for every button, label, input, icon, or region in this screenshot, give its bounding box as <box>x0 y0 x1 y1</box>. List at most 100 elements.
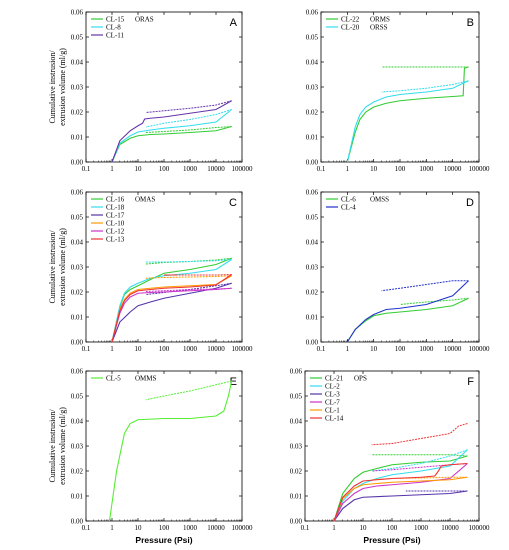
legend-entry: CL-5 <box>106 375 121 383</box>
y-axis-label: Cumulative instrusion/extrusion volume (… <box>48 48 67 126</box>
x-tick-label: 10000 <box>444 165 462 173</box>
legend-entry: CL-8 <box>106 24 121 32</box>
panel-letter: A <box>230 17 238 29</box>
y-tick-label: 0.00 <box>71 518 84 526</box>
series-CL-2-extrusion <box>371 449 468 472</box>
series-CL-8-intrusion <box>111 109 232 163</box>
series-CL-14-extrusion <box>371 423 468 446</box>
series-CL-5-intrusion <box>108 380 233 522</box>
y-tick-label: 0.04 <box>71 239 84 247</box>
x-tick-label: 100000 <box>232 524 254 532</box>
series-CL-18-extrusion <box>145 259 232 263</box>
x-tick-label: 100 <box>395 165 406 173</box>
y-tick-label: 0.00 <box>71 339 84 347</box>
legend-entry: CL-18 <box>106 204 125 212</box>
x-tick-label: 1000 <box>414 524 429 532</box>
x-tick-label: 0.1 <box>82 524 91 532</box>
y-tick-label: 0.02 <box>71 468 84 476</box>
y-tick-label: 0.02 <box>71 289 84 297</box>
y-tick-label: 0.05 <box>71 34 84 42</box>
x-tick-label: 0.1 <box>301 524 310 532</box>
group-label: OMMS <box>135 375 157 383</box>
y-tick-label: 0.01 <box>306 314 319 322</box>
y-tick-label: 0.03 <box>306 84 319 92</box>
y-tick-label: 0.02 <box>71 109 84 117</box>
legend-entry: CL-7 <box>325 399 340 407</box>
y-tick-label: 0.02 <box>306 289 319 297</box>
y-tick-label: 0.04 <box>71 418 84 426</box>
legend-entry: CL-17 <box>106 212 125 220</box>
series-CL-15-intrusion <box>111 125 232 163</box>
x-tick-label: 10000 <box>207 345 225 353</box>
x-tick-label: 10000 <box>207 165 225 173</box>
x-tick-label: 100 <box>159 345 170 353</box>
legend-entry: CL-4 <box>341 204 356 212</box>
group-label: ORAS <box>135 16 154 24</box>
x-tick-label: 100000 <box>469 345 491 353</box>
legend-entry: CL-16 <box>106 196 125 204</box>
series-CL-16-extrusion <box>145 257 232 265</box>
x-tick-label: 1000 <box>183 524 198 532</box>
series-CL-17-extrusion <box>145 282 232 295</box>
y-tick-label: 0.03 <box>71 264 84 272</box>
x-tick-label: 1 <box>110 345 114 353</box>
x-tick-label: 10 <box>135 345 143 353</box>
x-tick-label: 1 <box>346 345 350 353</box>
legend-entry: CL-14 <box>325 415 344 423</box>
y-tick-label: 0.04 <box>306 239 319 247</box>
series-CL-11-extrusion <box>145 100 232 113</box>
y-tick-label: 0.05 <box>306 214 319 222</box>
legend-entry: CL-10 <box>106 220 125 228</box>
x-tick-label: 10 <box>360 524 368 532</box>
x-tick-label: 1 <box>110 524 114 532</box>
group-label: OMSS <box>370 196 389 204</box>
series-CL-5-extrusion <box>145 380 232 401</box>
legend-entry: CL-13 <box>106 236 125 244</box>
y-tick-label: 0.05 <box>290 393 303 401</box>
legend-entry: CL-20 <box>341 24 360 32</box>
y-tick-label: 0.01 <box>71 493 84 501</box>
series-CL-22-intrusion <box>346 66 469 163</box>
series-CL-13-intrusion <box>111 274 232 343</box>
y-tick-label: 0.06 <box>71 189 84 197</box>
y-tick-label: 0.04 <box>306 59 319 67</box>
series-CL-1-intrusion <box>333 476 468 522</box>
plot-frame <box>320 191 480 343</box>
series-CL-11-intrusion <box>111 100 232 163</box>
y-tick-label: 0.03 <box>306 264 319 272</box>
x-tick-label: 0.1 <box>317 165 326 173</box>
y-tick-label: 0.03 <box>290 443 303 451</box>
x-tick-label: 10000 <box>444 345 462 353</box>
y-tick-label: 0.05 <box>306 34 319 42</box>
legend-entry: CL-1 <box>325 407 340 415</box>
x-tick-label: 1000 <box>419 165 434 173</box>
y-tick-label: 0.01 <box>306 134 319 142</box>
y-tick-label: 0.06 <box>71 9 84 17</box>
series-CL-13-extrusion <box>164 274 232 276</box>
series-CL-20-intrusion <box>346 80 469 163</box>
series-CL-8-extrusion <box>145 109 232 128</box>
y-tick-label: 0.04 <box>71 59 84 67</box>
panel-F: 0.00 0.01 0.02 0.03 0.04 0.05 0.06 0.1 1 10 100 100… <box>290 368 490 546</box>
x-tick-label: 10000 <box>441 524 459 532</box>
x-tick-label: 0.1 <box>317 345 326 353</box>
group-label: OPS <box>354 375 367 383</box>
panel-B: 0.00 0.01 0.02 0.03 0.04 0.05 0.06 0.1 1 10 100 100… <box>306 9 490 174</box>
x-tick-label: 0.1 <box>82 345 91 353</box>
x-tick-label: 100 <box>387 524 398 532</box>
x-tick-label: 1000 <box>183 165 198 173</box>
series-CL-12-extrusion <box>145 287 232 292</box>
x-tick-label: 100000 <box>232 165 254 173</box>
panel-C: 0.00 0.01 0.02 0.03 0.04 0.05 0.06 0.1 1 10 100 100… <box>48 189 253 354</box>
series-CL-21-extrusion <box>371 454 468 457</box>
series-CL-7-intrusion <box>333 463 468 522</box>
x-tick-label: 100000 <box>232 345 254 353</box>
panel-letter: D <box>466 197 474 209</box>
x-tick-label: 10 <box>370 345 378 353</box>
y-tick-label: 0.00 <box>306 159 319 167</box>
legend-entry: CL-3 <box>325 391 340 399</box>
panel-E: 0.00 0.01 0.02 0.03 0.04 0.05 0.06 0.1 1 10 100 100… <box>48 368 253 546</box>
y-tick-label: 0.05 <box>71 214 84 222</box>
series-CL-4-extrusion <box>381 280 469 292</box>
y-tick-label: 0.03 <box>71 443 84 451</box>
